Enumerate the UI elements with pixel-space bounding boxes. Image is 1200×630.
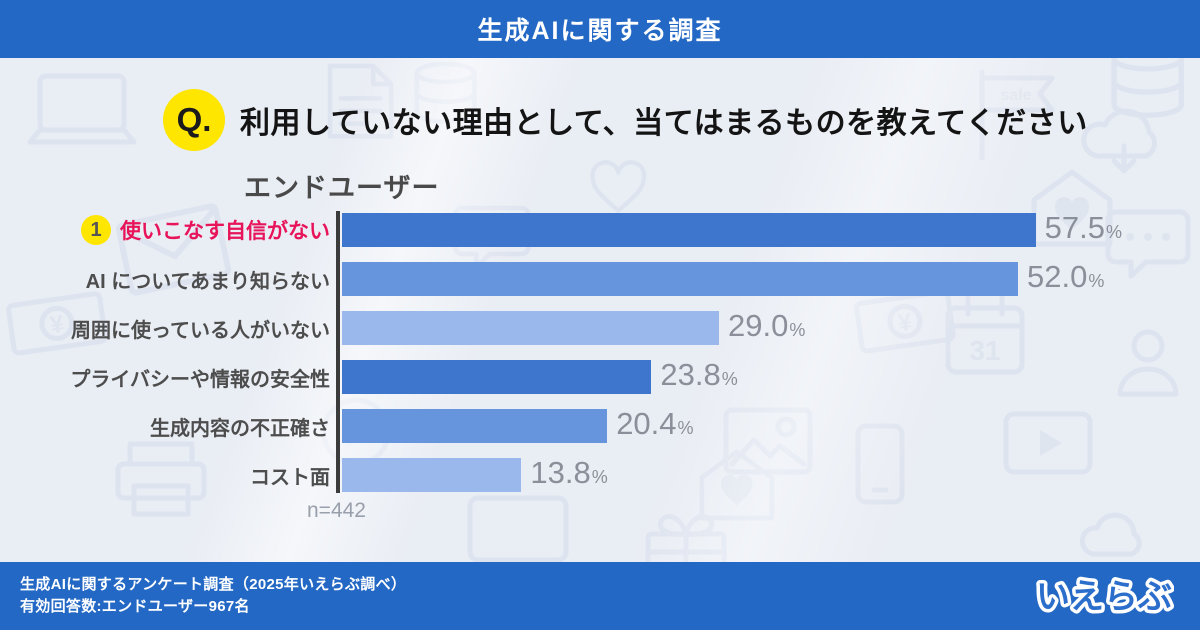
watermark-monitor-icon (470, 498, 566, 562)
watermark-cloud-icon (1082, 515, 1139, 554)
value-label: 23.8% (660, 357, 738, 392)
y-axis-line (336, 211, 340, 493)
chart-row: コスト面 13.8% (0, 455, 1200, 492)
value-label: 29.0% (728, 308, 806, 343)
category-label: 周囲に使っている人がいない (71, 319, 330, 342)
ielove-logo-text: いえらぶ (1036, 578, 1172, 616)
chart-row: 生成内容の不正確さ 20.4% (0, 406, 1200, 443)
chart-row: 周囲に使っている人がいない 29.0% (0, 308, 1200, 345)
chart-canvas: 31 ¥ sale (0, 58, 1200, 562)
bar-segment (342, 409, 608, 443)
rank-1-badge: 1 (81, 215, 111, 245)
bar-chart: 1 使いこなす自信がない 57.5% AI についてあまり知らない 52.0% (0, 210, 1200, 523)
category-label: AI についてあまり知らない (85, 270, 330, 293)
watermark-heart-icon (592, 162, 644, 210)
watermark-laptop-icon (30, 76, 134, 142)
respondents-note: 有効回答数:エンドユーザー967名 (20, 598, 250, 615)
source-note: 生成AIに関するアンケート調査（2025年いえらぶ調べ） (20, 576, 407, 593)
chart-title: エンドユーザー (244, 173, 440, 203)
ielove-logo: いえらぶ (1033, 573, 1176, 624)
sample-size: n=442 (307, 499, 366, 522)
header-bar: 生成AIに関する調査 (0, 0, 1200, 58)
bar-segment (342, 213, 1036, 247)
bar-segment (342, 311, 719, 345)
chart-row: 1 使いこなす自信がない 57.5% (0, 210, 1200, 247)
value-label: 13.8% (530, 455, 608, 490)
value-label: 52.0% (1027, 259, 1105, 294)
question-row: Q. 利用していない理由として、当てはまるものを教えてください (163, 89, 1088, 151)
question-text: 利用していない理由として、当てはまるものを教えてください (240, 107, 1088, 140)
category-label: プライバシーや情報の安全性 (70, 368, 330, 391)
question-badge-label: Q. (176, 101, 212, 138)
watermark-database-icon (1114, 58, 1181, 115)
watermark-cloud-download-icon (1084, 111, 1155, 171)
footer-bar: 生成AIに関するアンケート調査（2025年いえらぶ調べ） 有効回答数:エンドユー… (0, 562, 1200, 630)
bar-segment (342, 458, 522, 492)
category-label: 使いこなす自信がない (120, 220, 330, 243)
watermark-gift-icon (648, 516, 724, 562)
value-label: 20.4% (616, 406, 694, 441)
category-label: コスト面 (250, 466, 330, 489)
value-label: 57.5% (1044, 210, 1122, 245)
category-label: 生成内容の不正確さ (150, 417, 330, 440)
bar-segment (342, 360, 652, 394)
chart-row: AI についてあまり知らない 52.0% (0, 259, 1200, 296)
chart-row: プライバシーや情報の安全性 23.8% (0, 357, 1200, 394)
page-title: 生成AIに関する調査 (477, 17, 723, 45)
bar-segment (342, 262, 1018, 296)
question-badge: Q. (163, 89, 225, 151)
